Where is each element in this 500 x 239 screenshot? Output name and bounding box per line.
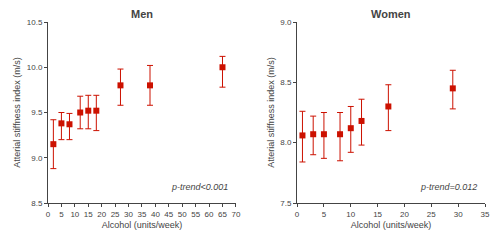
svg-text:50: 50 [178, 210, 187, 219]
svg-text:40: 40 [151, 210, 160, 219]
svg-text:15: 15 [373, 210, 382, 219]
svg-text:Alcohol (units/week): Alcohol (units/week) [351, 220, 432, 230]
svg-text:Women: Women [371, 8, 411, 20]
svg-text:60: 60 [205, 210, 214, 219]
svg-text:25: 25 [111, 210, 120, 219]
svg-text:20: 20 [97, 210, 106, 219]
svg-text:70: 70 [231, 210, 240, 219]
svg-text:5: 5 [59, 210, 64, 219]
svg-text:9.0: 9.0 [280, 18, 292, 27]
svg-text:45: 45 [164, 210, 173, 219]
svg-text:8.5: 8.5 [280, 78, 292, 87]
svg-text:7.5: 7.5 [280, 199, 292, 208]
svg-text:8.5: 8.5 [31, 199, 43, 208]
svg-text:0: 0 [46, 210, 51, 219]
svg-text:25: 25 [427, 210, 436, 219]
svg-text:10.0: 10.0 [27, 63, 43, 72]
svg-text:8.0: 8.0 [280, 138, 292, 147]
svg-text:p-trend<0.001: p-trend<0.001 [171, 182, 228, 192]
svg-text:Atterial stiffness index (m/s): Atterial stiffness index (m/s) [266, 57, 276, 167]
svg-text:0: 0 [295, 210, 300, 219]
svg-text:Alcohol (units/week): Alcohol (units/week) [102, 220, 183, 230]
svg-text:Men: Men [131, 8, 153, 20]
svg-text:20: 20 [400, 210, 409, 219]
svg-text:9.0: 9.0 [31, 154, 43, 163]
svg-text:Atterial stiffness index (m/s): Atterial stiffness index (m/s) [12, 57, 22, 167]
svg-text:35: 35 [481, 210, 490, 219]
svg-text:35: 35 [137, 210, 146, 219]
svg-text:55: 55 [191, 210, 200, 219]
svg-text:10: 10 [70, 210, 79, 219]
svg-text:5: 5 [322, 210, 327, 219]
svg-text:9.5: 9.5 [31, 108, 43, 117]
svg-text:10: 10 [346, 210, 355, 219]
svg-text:30: 30 [124, 210, 133, 219]
svg-text:p-trend=0.012: p-trend=0.012 [420, 182, 477, 192]
svg-text:10.5: 10.5 [27, 18, 43, 27]
svg-text:15: 15 [84, 210, 93, 219]
svg-text:30: 30 [454, 210, 463, 219]
svg-text:65: 65 [218, 210, 227, 219]
